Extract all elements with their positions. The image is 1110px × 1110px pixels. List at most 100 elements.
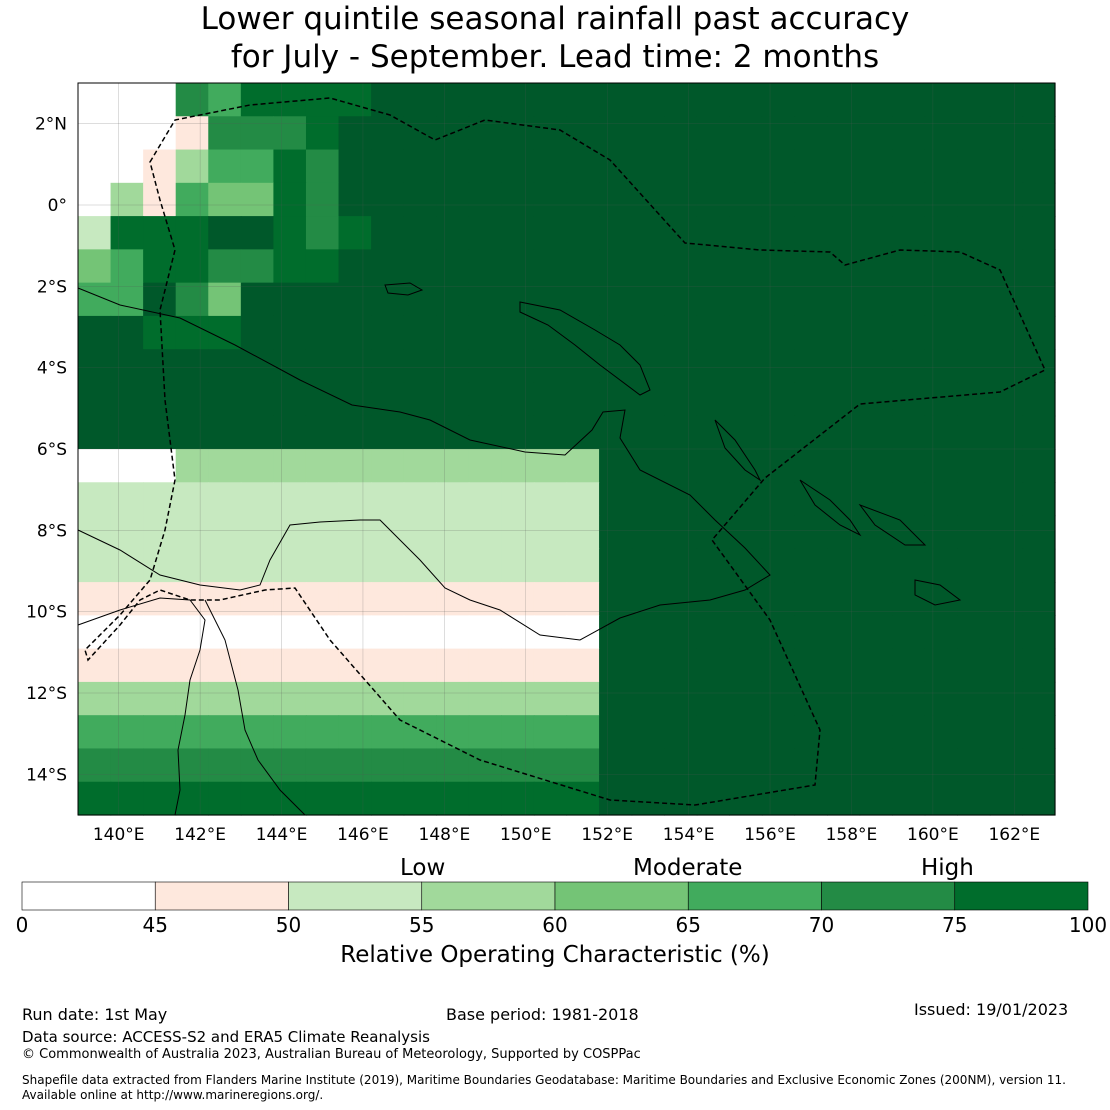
grid-cell xyxy=(468,681,502,716)
grid-cell xyxy=(371,116,405,151)
grid-cell xyxy=(599,515,633,550)
grid-cell xyxy=(761,182,796,217)
grid-cell xyxy=(696,449,730,483)
grid-cell xyxy=(371,582,405,616)
grid-cell xyxy=(989,349,1024,384)
grid-cell xyxy=(989,715,1024,750)
grid-cell xyxy=(827,415,861,450)
grid-cell xyxy=(338,748,372,783)
grid-cell xyxy=(175,781,209,816)
grid-cell xyxy=(892,449,926,483)
grid-cell xyxy=(827,249,861,284)
grid-cell xyxy=(533,748,568,783)
grid-cell xyxy=(175,182,209,217)
grid-cell xyxy=(273,216,307,250)
grid-cell xyxy=(599,781,633,816)
grid-cell xyxy=(696,715,730,750)
grid-cell xyxy=(338,449,372,483)
grid-cell xyxy=(631,182,665,217)
grid-cell xyxy=(729,149,763,184)
grid-cell xyxy=(696,748,730,783)
grid-cell xyxy=(143,648,177,683)
grid-cell xyxy=(338,182,372,217)
colorbar-tick-label: 50 xyxy=(275,913,302,937)
grid-cell xyxy=(403,216,437,250)
grid-cell xyxy=(729,249,763,284)
grid-cell xyxy=(924,415,958,450)
grid-cell xyxy=(794,182,828,217)
grid-cell xyxy=(403,648,437,683)
grid-cell xyxy=(175,249,209,284)
grid-cell xyxy=(761,681,796,716)
grid-cell xyxy=(305,415,340,450)
grid-cell xyxy=(403,149,437,184)
grid-cell xyxy=(208,182,242,217)
grid-cell xyxy=(240,116,274,151)
grid-cell xyxy=(599,349,633,384)
grid-cell xyxy=(371,748,405,783)
grid-cell xyxy=(989,315,1024,350)
grid-cell xyxy=(305,182,340,217)
grid-cell xyxy=(208,83,242,117)
grid-cell xyxy=(859,149,893,184)
grid-cell xyxy=(468,648,502,683)
grid-cell xyxy=(240,83,274,117)
grid-cell xyxy=(338,149,372,184)
grid-cell xyxy=(110,282,144,317)
grid-cell xyxy=(175,648,209,683)
grid-cell xyxy=(78,781,112,816)
grid-cell xyxy=(729,282,763,317)
map-frame xyxy=(77,82,1056,816)
grid-cell xyxy=(273,415,307,450)
grid-cell xyxy=(501,482,535,517)
grid-cell xyxy=(436,249,470,284)
grid-cell xyxy=(794,715,828,750)
grid-cell xyxy=(957,249,991,284)
colorbar-segment xyxy=(821,881,956,911)
grid-cell xyxy=(827,582,861,616)
grid-cell xyxy=(468,149,502,184)
grid-cell xyxy=(403,548,437,583)
grid-cell xyxy=(631,548,665,583)
grid-cell xyxy=(729,382,763,417)
grid-cell xyxy=(957,681,991,716)
grid-cell xyxy=(729,648,763,683)
grid-cell xyxy=(468,182,502,217)
grid-cell xyxy=(240,515,274,550)
grid-cell xyxy=(240,349,274,384)
grid-cell xyxy=(468,515,502,550)
grid-cell xyxy=(1022,249,1056,284)
grid-cell xyxy=(110,715,144,750)
grid-cell xyxy=(175,615,209,650)
grid-cell xyxy=(175,415,209,450)
grid-cell xyxy=(761,116,796,151)
grid-cell xyxy=(761,615,796,650)
grid-cell xyxy=(566,382,600,417)
grid-cell xyxy=(827,116,861,151)
grid-cell xyxy=(1022,515,1056,550)
grid-cell xyxy=(240,315,274,350)
grid-cell xyxy=(436,482,470,517)
grid-cell xyxy=(143,515,177,550)
grid-cell xyxy=(468,349,502,384)
grid-cell xyxy=(143,681,177,716)
grid-cell xyxy=(989,116,1024,151)
grid-cell xyxy=(78,315,112,350)
grid-cell xyxy=(175,548,209,583)
grid-cell xyxy=(175,216,209,250)
grid-cell xyxy=(338,249,372,284)
grid-cell xyxy=(371,149,405,184)
grid-cell xyxy=(78,582,112,616)
grid-cell xyxy=(110,648,144,683)
grid-cell xyxy=(110,249,144,284)
grid-cell xyxy=(338,648,372,683)
grid-cell xyxy=(827,282,861,317)
grid-cell xyxy=(533,715,568,750)
grid-cell xyxy=(924,449,958,483)
grid-cell xyxy=(794,415,828,450)
grid-cell xyxy=(533,582,568,616)
grid-cell xyxy=(664,216,698,250)
grid-cell xyxy=(859,482,893,517)
grid-cell xyxy=(729,615,763,650)
grid-cell xyxy=(924,715,958,750)
